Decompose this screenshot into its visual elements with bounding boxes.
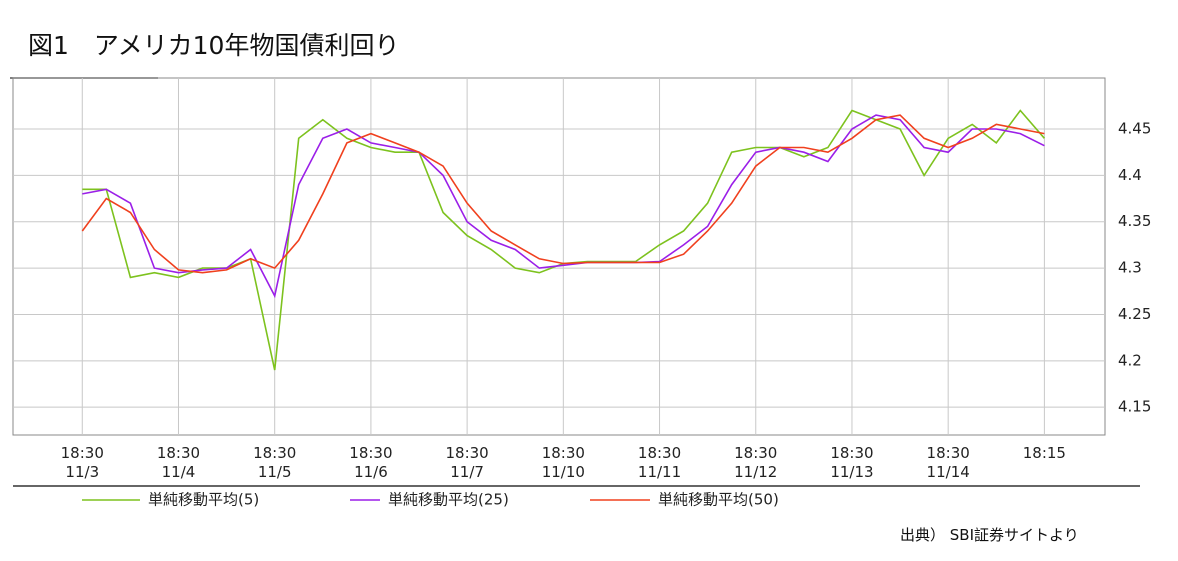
series-line [81, 114, 1045, 274]
y-tick-label: 4.15 [1118, 398, 1151, 416]
x-tick-label: 18:30 11/13 [830, 444, 874, 481]
x-tick-label: 18:30 11/7 [445, 444, 489, 481]
series-line [82, 114, 1045, 299]
x-tick-label: 18:30 11/11 [637, 444, 682, 481]
x-tick-label: 18:30 11/12 [734, 444, 778, 481]
y-tick-label: 4.45 [1118, 120, 1151, 138]
x-tick-label: 18:30 11/3 [60, 444, 104, 481]
legend-label: 単純移動平均(5) [148, 491, 259, 509]
source-note: 出典） SBI証券サイトより [900, 526, 1079, 544]
y-tick-label: 4.4 [1118, 166, 1142, 184]
legend-label: 単純移動平均(25) [388, 491, 509, 509]
x-tick-label: 18:30 11/5 [253, 444, 297, 481]
plot-frame [12, 77, 1106, 436]
y-tick-label: 4.3 [1118, 259, 1142, 277]
x-tick-label: 18:15 [1022, 444, 1066, 462]
x-tick-label: 18:30 11/10 [541, 444, 585, 481]
x-tick-label: 18:30 11/4 [156, 444, 201, 481]
chart-title: 図1 アメリカ10年物国債利回り [28, 31, 400, 60]
y-tick-label: 4.2 [1118, 351, 1142, 369]
y-tick-label: 4.35 [1118, 212, 1151, 230]
x-tick-label: 18:30 11/14 [926, 444, 970, 481]
y-tick-label: 4.25 [1118, 305, 1151, 323]
legend-label: 単純移動平均(50) [658, 491, 779, 509]
x-tick-label: 18:30 11/6 [349, 444, 393, 481]
